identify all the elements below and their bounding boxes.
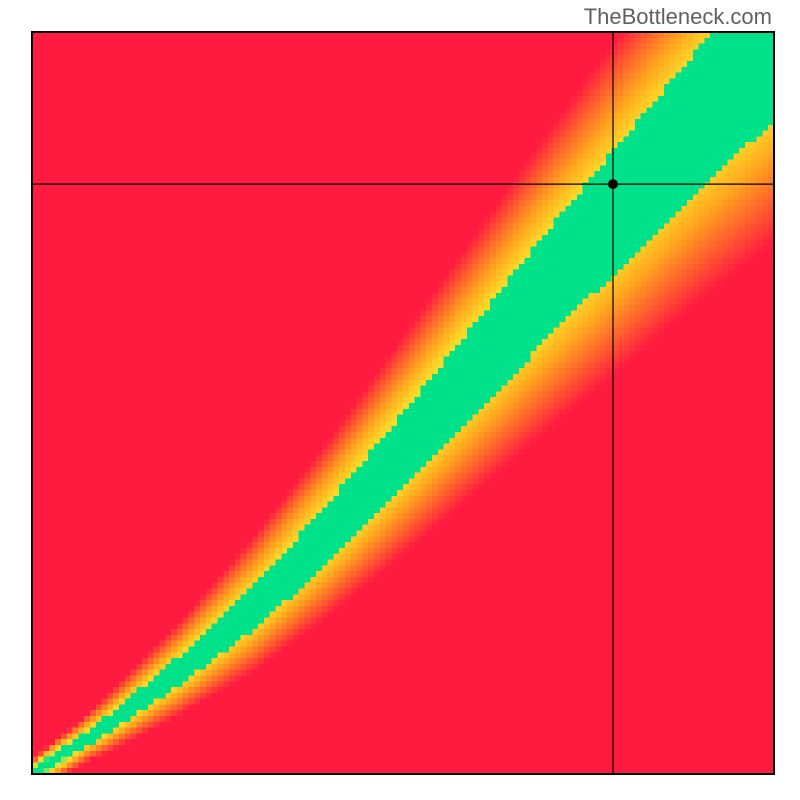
bottleneck-heatmap xyxy=(32,32,774,774)
watermark-text: TheBottleneck.com xyxy=(584,4,772,30)
chart-container: TheBottleneck.com xyxy=(0,0,800,800)
